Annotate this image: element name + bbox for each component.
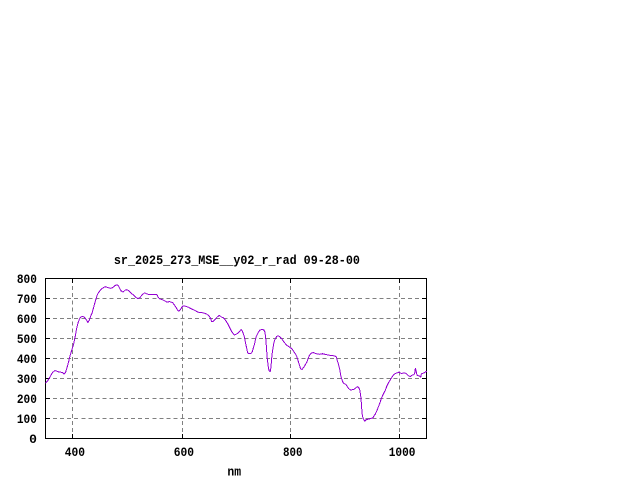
svg-text:400: 400 — [17, 352, 37, 367]
svg-text:800: 800 — [283, 445, 303, 460]
svg-text:500: 500 — [17, 332, 37, 347]
svg-text:nm: nm — [227, 464, 241, 479]
svg-text:0: 0 — [29, 432, 37, 447]
svg-text:sr_2025_273_MSE__y02_r_rad 09-: sr_2025_273_MSE__y02_r_rad 09-28-00 — [114, 253, 360, 268]
svg-text:1000: 1000 — [389, 445, 416, 460]
svg-text:400: 400 — [65, 445, 85, 460]
svg-text:300: 300 — [17, 372, 37, 387]
svg-text:200: 200 — [17, 392, 37, 407]
svg-text:700: 700 — [17, 292, 37, 307]
svg-text:600: 600 — [174, 445, 194, 460]
svg-text:100: 100 — [17, 412, 37, 427]
svg-text:600: 600 — [17, 312, 37, 327]
svg-text:800: 800 — [17, 272, 37, 287]
